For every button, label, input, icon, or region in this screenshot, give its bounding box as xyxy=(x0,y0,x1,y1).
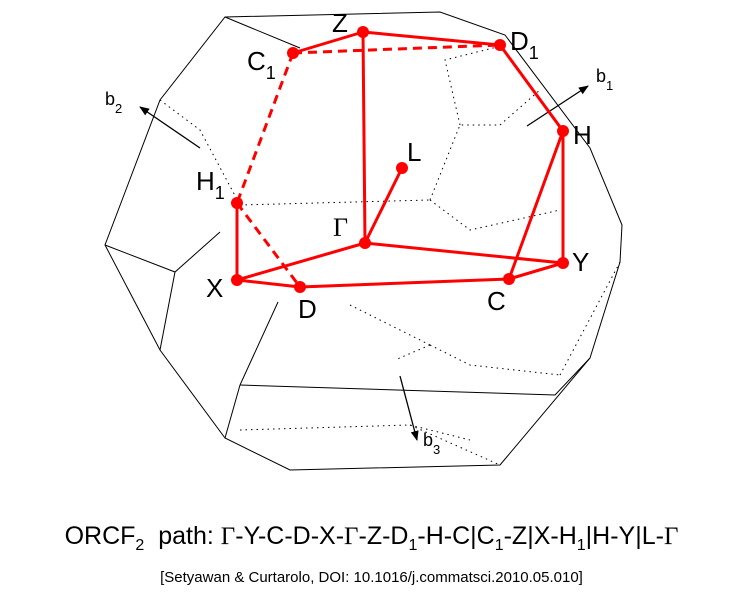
hidden-path-segments xyxy=(235,43,501,288)
vector-labels: b1 b2 b3 xyxy=(105,66,613,457)
lattice-subscript: 2 xyxy=(135,537,145,554)
hidden-edge xyxy=(239,199,431,206)
visible-edge xyxy=(239,301,279,386)
path-segment-text: |H-Y|L- xyxy=(585,522,664,550)
visible-edge xyxy=(104,231,221,273)
point-z xyxy=(357,26,369,38)
hidden-edge xyxy=(349,304,431,346)
hidden-edge xyxy=(429,124,500,201)
zone-silhouette xyxy=(104,11,623,471)
path-gamma-symbol: Γ xyxy=(663,523,679,550)
point-label-gamma: Γ xyxy=(333,213,348,242)
point-label-d: D xyxy=(298,294,317,324)
path-caption: ORCF2 path: Γ-Y-C-D-X-Γ-Z-D1-H-C|C1-Z|X-… xyxy=(0,522,743,555)
path-segment-h1-d-hidden xyxy=(235,202,302,288)
path-segment-h-c xyxy=(507,130,565,280)
point-x xyxy=(231,274,243,286)
path-segment-c-d xyxy=(299,277,510,289)
path-subscript: 1 xyxy=(576,537,586,554)
high-symmetry-path xyxy=(235,30,565,289)
hidden-edge xyxy=(409,424,471,441)
b2-vector-arrow xyxy=(139,106,201,149)
point-label-h1: H1 xyxy=(196,166,225,203)
path-segment-d1-h xyxy=(498,44,565,132)
path-segment-text: -Z-D xyxy=(358,522,409,550)
path-segment-y-c xyxy=(508,261,564,281)
point-label-c: C xyxy=(487,286,506,316)
high-symmetry-points xyxy=(231,26,569,293)
path-gamma-symbol: Γ xyxy=(344,523,359,550)
path-subscript: 1 xyxy=(408,537,418,554)
point-label-c1: C1 xyxy=(247,46,276,83)
point-labels: Z D1 C1 H L H1 Γ Y X C D xyxy=(196,8,592,324)
visible-edge xyxy=(159,271,176,351)
path-label: path: xyxy=(158,522,214,550)
path-subscript: 1 xyxy=(494,537,504,554)
path-sequence: Γ-Y-C-D-X-Γ-Z-D1-H-C|C1-Z|X-H1|H-Y|L-Γ xyxy=(220,522,679,554)
visible-edge xyxy=(224,16,301,49)
path-segment-c1-d1-hidden xyxy=(292,43,501,55)
path-segment-gamma-z xyxy=(361,31,367,244)
lattice-name: ORCF xyxy=(64,522,136,550)
path-segment-c1-h1-hidden xyxy=(235,52,295,204)
point-label-x: X xyxy=(206,273,223,303)
point-l xyxy=(396,162,408,174)
path-segment-c1-z xyxy=(292,30,364,55)
hidden-edge xyxy=(394,344,431,361)
path-segment-l-gamma xyxy=(363,167,404,244)
point-label-l: L xyxy=(407,137,421,167)
b1-vector-label: b1 xyxy=(596,66,613,93)
point-gamma xyxy=(359,237,371,249)
point-label-y: Y xyxy=(572,247,589,277)
hidden-zone-edges xyxy=(159,44,621,466)
point-h1 xyxy=(231,197,243,209)
path-segment-text: -Z|X-H xyxy=(503,522,577,550)
reciprocal-vectors xyxy=(139,85,589,441)
hidden-edge xyxy=(499,89,541,126)
point-y xyxy=(557,257,569,269)
hidden-edge xyxy=(429,344,561,376)
visible-edge xyxy=(239,357,591,396)
hidden-edge xyxy=(429,199,561,231)
path-segment-x-gamma xyxy=(236,241,366,282)
hidden-edge xyxy=(444,44,506,126)
visible-edge xyxy=(224,384,241,439)
hidden-edge xyxy=(239,424,501,466)
brillouin-zone-diagram: b1 b2 b3 Z D1 xyxy=(104,8,623,471)
b2-vector-label: b2 xyxy=(105,89,122,116)
hidden-edge xyxy=(159,99,241,206)
point-label-h: H xyxy=(573,120,592,150)
path-gamma-symbol: Γ xyxy=(220,523,236,550)
point-c1 xyxy=(287,47,299,59)
point-d xyxy=(294,281,306,293)
path-segment-d-x xyxy=(236,278,301,289)
path-segment-text: -Y-C-D-X- xyxy=(235,522,345,550)
citation: [Setyawan & Curtarolo, DOI: 10.1016/j.co… xyxy=(160,569,583,586)
point-h xyxy=(557,125,569,137)
b1-vector-arrow xyxy=(526,85,589,127)
point-label-z: Z xyxy=(332,8,348,38)
b3-vector-label: b3 xyxy=(423,430,440,457)
point-label-d1: D1 xyxy=(510,26,539,63)
path-segment-text: -H-C|C xyxy=(417,522,495,550)
b3-vector-arrow xyxy=(399,375,419,441)
path-segment-z-d1 xyxy=(362,30,501,47)
point-d1 xyxy=(494,39,506,51)
visible-zone-edges xyxy=(104,11,623,471)
path-segment-gamma-y xyxy=(364,241,564,265)
point-c xyxy=(503,273,515,285)
